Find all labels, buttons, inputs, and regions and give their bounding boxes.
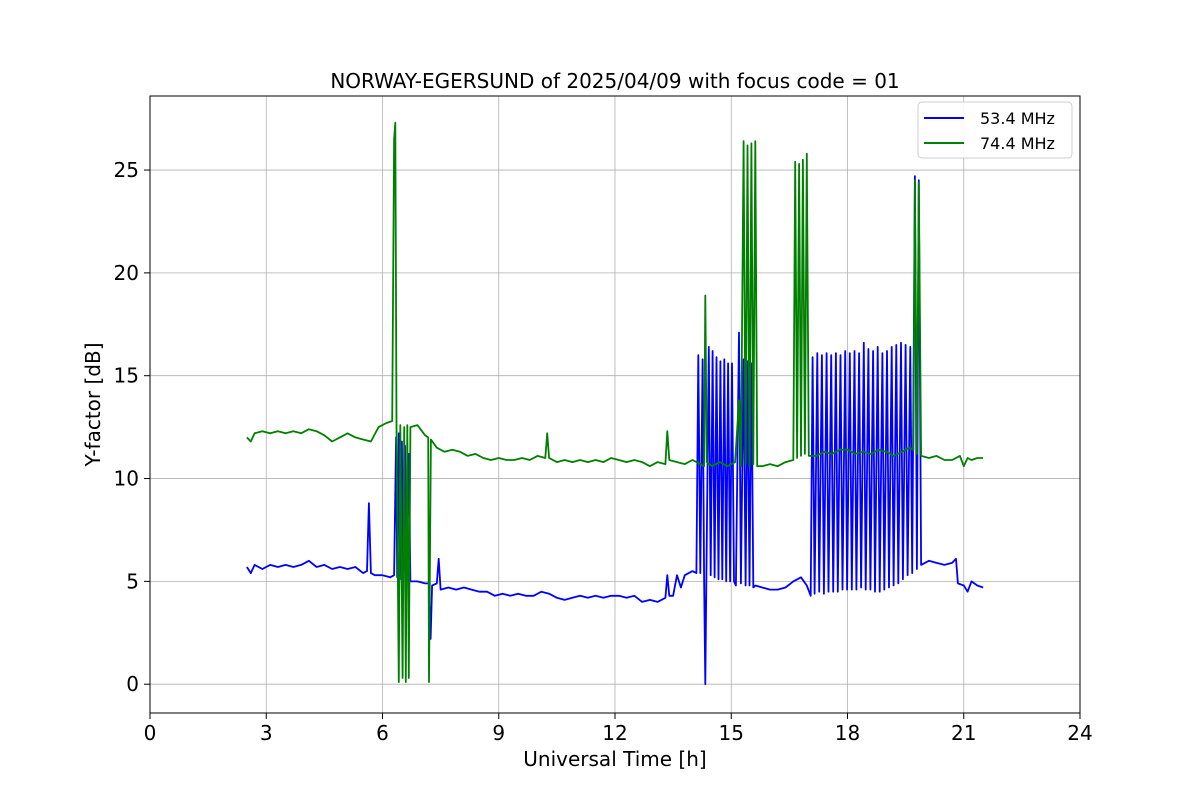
y-tick-label: 25	[114, 158, 139, 182]
ticks: 0 3 6 9 12 15 18 21 24 0 5 10 15 20 25	[114, 158, 1093, 745]
x-tick-label: 24	[1067, 721, 1092, 745]
x-tick-label: 3	[260, 721, 273, 745]
y-axis-label: Y-factor [dB]	[81, 342, 105, 467]
chart-title: NORWAY-EGERSUND of 2025/04/09 with focus…	[330, 69, 899, 93]
y-tick-label: 5	[126, 569, 139, 593]
x-tick-label: 15	[719, 721, 744, 745]
y-tick-label: 15	[114, 364, 139, 388]
y-tick-label: 20	[114, 261, 139, 285]
y-tick-label: 0	[126, 672, 139, 696]
legend: 53.4 MHz 74.4 MHz	[917, 101, 1073, 159]
series-line-2	[246, 121, 984, 683]
x-tick-label: 21	[951, 721, 976, 745]
y-tick-label: 10	[114, 467, 139, 491]
x-tick-label: 9	[492, 721, 505, 745]
x-tick-label: 12	[602, 721, 627, 745]
x-axis-label: Universal Time [h]	[523, 747, 706, 771]
x-tick-label: 0	[144, 721, 157, 745]
x-tick-label: 6	[376, 721, 389, 745]
series-layer	[246, 121, 984, 686]
legend-label: 74.4 MHz	[980, 134, 1055, 153]
x-tick-label: 18	[835, 721, 860, 745]
legend-label: 53.4 MHz	[980, 109, 1055, 128]
